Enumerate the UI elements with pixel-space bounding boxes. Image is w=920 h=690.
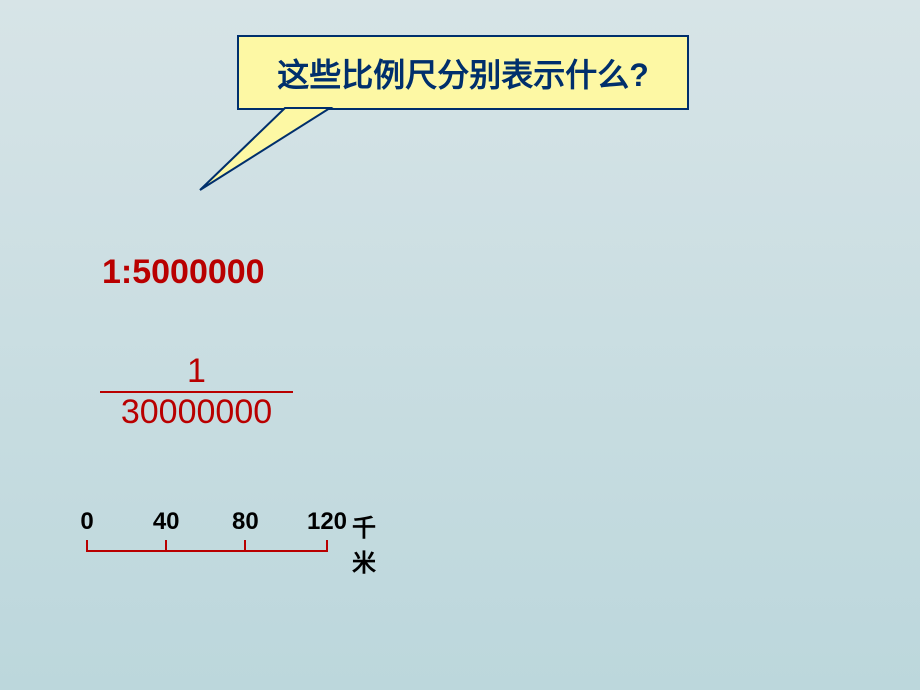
slide-root: 这些比例尺分别表示什么? 1:5000000 1 30000000 0 40 80 1…	[0, 0, 920, 690]
fraction-numerator: 1	[100, 352, 293, 391]
scale-fraction: 1 30000000	[100, 352, 293, 432]
scale-unit: 千米	[352, 508, 376, 578]
scale-tick	[244, 540, 246, 552]
scale-tick	[86, 540, 88, 552]
callout-box: 这些比例尺分别表示什么?	[237, 35, 689, 110]
callout-tail-poly	[200, 108, 330, 190]
scale-tick	[326, 540, 328, 552]
scale-bar-hline	[87, 550, 327, 552]
callout-text: 这些比例尺分别表示什么?	[277, 50, 649, 96]
scale-tick	[165, 540, 167, 552]
scale-bar-line	[87, 536, 327, 552]
scale-tick-label: 120	[307, 508, 347, 536]
scale-ratio-text: 1:5000000	[102, 253, 265, 291]
scale-bar-labels: 04080120千米	[87, 508, 327, 536]
scale-tick-label: 0	[80, 508, 93, 536]
scale-tick-label: 40	[153, 508, 180, 536]
scale-tick-label: 80	[232, 508, 259, 536]
scale-ratio: 1:5000000	[102, 253, 265, 292]
scale-bar: 04080120千米	[87, 508, 327, 552]
fraction-denominator: 30000000	[100, 393, 293, 432]
